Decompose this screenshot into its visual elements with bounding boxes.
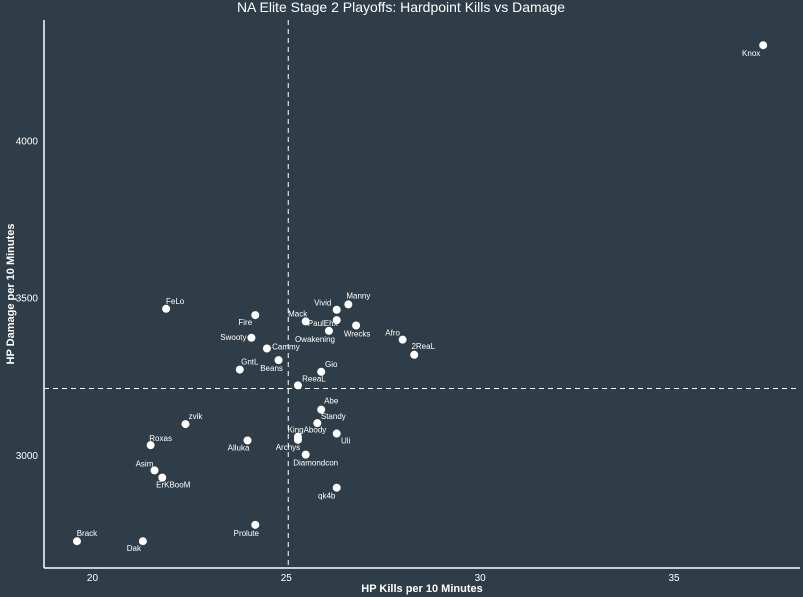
- data-point: [344, 300, 353, 309]
- point-label: ErKBooM: [156, 481, 191, 490]
- point-label: Fire: [238, 318, 252, 327]
- data-point: [332, 483, 341, 492]
- point-label: Standy: [321, 412, 346, 421]
- data-point: [332, 429, 341, 438]
- data-point: [293, 381, 302, 390]
- data-point: [317, 367, 326, 376]
- data-point: [150, 466, 159, 475]
- x-tick-label: 25: [281, 573, 293, 584]
- data-point: [138, 537, 147, 546]
- point-label: Dak: [127, 544, 142, 553]
- data-point: [301, 450, 310, 459]
- data-point: [332, 316, 341, 325]
- point-label: PaulEhx: [308, 319, 338, 328]
- x-axis-label: HP Kills per 10 Minutes: [361, 583, 482, 595]
- point-label: Roxas: [149, 434, 172, 443]
- point-label: Abe: [324, 397, 339, 406]
- x-tick-label: 35: [668, 573, 680, 584]
- data-point: [146, 441, 155, 450]
- x-tick-label: 30: [475, 573, 487, 584]
- point-label: Gio: [325, 360, 338, 369]
- data-points: [72, 41, 768, 546]
- data-point: [352, 321, 361, 330]
- data-point: [759, 41, 768, 50]
- data-point: [251, 311, 260, 320]
- point-label: qk4b: [318, 492, 336, 501]
- point-label: Prolute: [234, 529, 260, 538]
- data-point: [247, 333, 256, 342]
- point-label: zvik: [189, 412, 204, 421]
- data-point: [332, 305, 341, 314]
- y-tick-label: 3000: [16, 451, 39, 462]
- point-label: Manny: [346, 291, 370, 300]
- point-label: Knox: [742, 49, 760, 58]
- data-point: [251, 520, 260, 529]
- data-point: [243, 436, 252, 445]
- point-label: Archys: [276, 443, 300, 452]
- data-point: [410, 350, 419, 359]
- point-label: Afro: [385, 329, 400, 338]
- data-point: [181, 420, 190, 429]
- data-point: [274, 356, 283, 365]
- data-point: [301, 317, 310, 326]
- point-label: Wrecks: [344, 329, 371, 338]
- point-label: ReeaL: [302, 374, 326, 383]
- data-point: [317, 405, 326, 414]
- point-label: Beans: [260, 364, 283, 373]
- point-label: Cammy: [272, 342, 300, 351]
- chart-title: NA Elite Stage 2 Playoffs: Hardpoint Kil…: [237, 0, 565, 15]
- point-label: Vivid: [314, 299, 331, 308]
- data-point: [293, 435, 302, 444]
- point-label: 2ReaL: [411, 342, 435, 351]
- x-tick-label: 20: [87, 573, 99, 584]
- point-label: FeLo: [166, 297, 185, 306]
- y-axis-label: HP Damage per 10 Minutes: [5, 223, 17, 364]
- data-point: [313, 419, 322, 428]
- point-label: Brack: [77, 529, 98, 538]
- point-label: KingAbody: [288, 426, 327, 435]
- data-point: [262, 344, 271, 353]
- point-labels: Knox FeLo Manny Vivid Mack Fire PaulEhx Wrecks O…: [77, 49, 761, 553]
- y-tick-label: 3500: [16, 294, 39, 305]
- point-label: Uli: [341, 437, 351, 446]
- point-label: Owakening: [295, 335, 335, 344]
- point-label: Mack: [288, 309, 308, 318]
- data-point: [72, 537, 81, 546]
- y-tick-label: 4000: [16, 136, 39, 147]
- x-tick-labels: 20 25 30 35: [87, 573, 680, 584]
- data-point: [158, 473, 167, 482]
- point-label: Diamondcon: [293, 459, 338, 468]
- data-point: [235, 365, 244, 374]
- data-point: [162, 304, 171, 313]
- point-label: Asim: [136, 459, 154, 468]
- point-label: GntL: [241, 358, 259, 367]
- point-label: Alluka: [228, 443, 250, 452]
- y-tick-labels: 3000 3500 4000: [16, 136, 39, 462]
- data-point: [398, 335, 407, 344]
- point-label: Swooty: [220, 333, 246, 342]
- data-point: [324, 326, 333, 335]
